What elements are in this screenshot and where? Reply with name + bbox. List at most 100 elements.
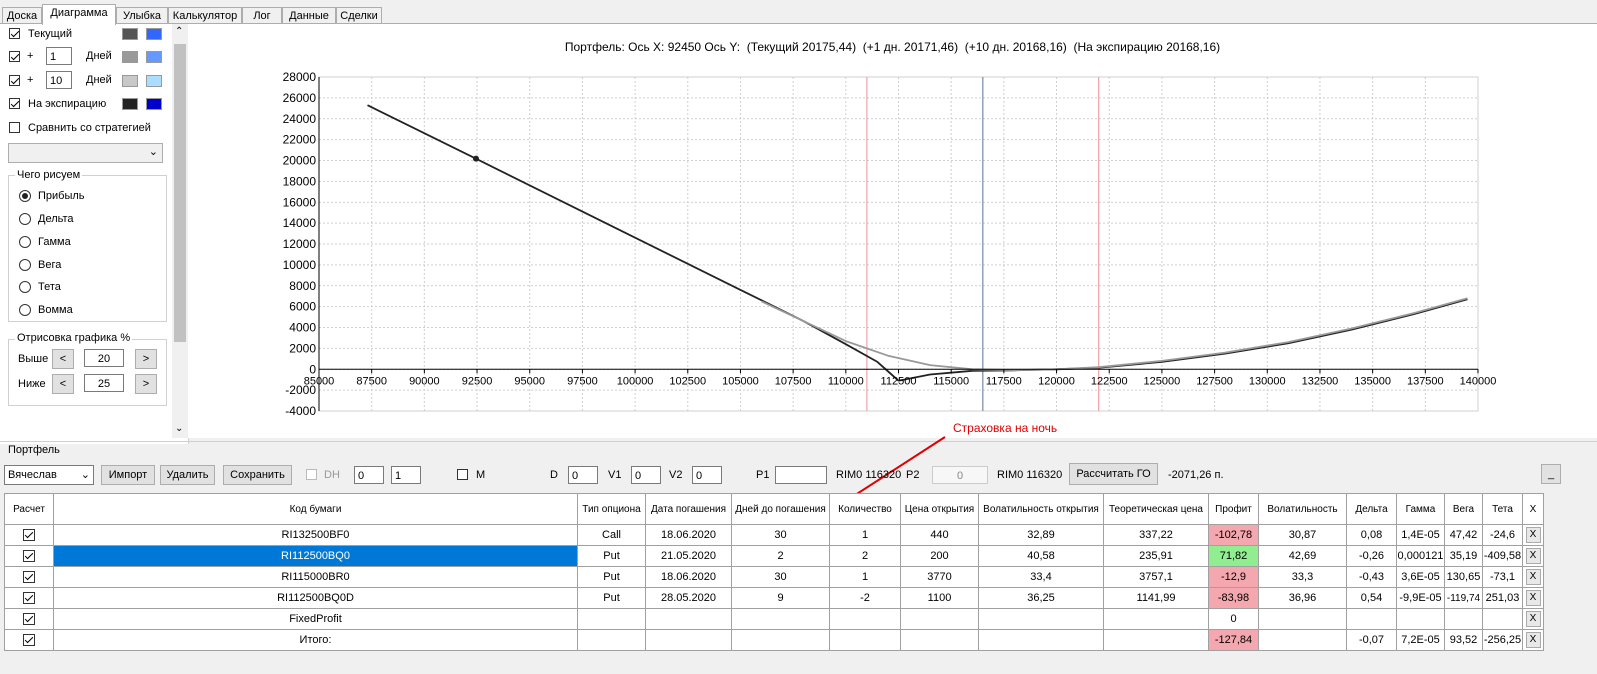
tab-diagram[interactable]: Диаграмма: [42, 4, 116, 25]
tab-deals[interactable]: Сделки: [336, 7, 382, 24]
p1-input[interactable]: [775, 466, 827, 484]
calc-checkbox[interactable]: [23, 529, 35, 542]
remove-row-button[interactable]: X: [1525, 569, 1541, 585]
table-row[interactable]: FixedProfit 0 X: [4, 608, 1544, 630]
calc-checkbox[interactable]: [23, 592, 35, 605]
radio-delta[interactable]: [19, 213, 31, 225]
header-profit[interactable]: Профит: [1208, 493, 1259, 525]
calculate-go-button[interactable]: Рассчитать ГО: [1069, 463, 1158, 485]
day1-color-b[interactable]: [146, 51, 162, 63]
remove-cell[interactable]: X: [1522, 566, 1544, 588]
calc-checkbox-cell[interactable]: [4, 524, 54, 546]
day1-checkbox[interactable]: [9, 51, 20, 62]
above-decrease-button[interactable]: <: [52, 349, 74, 369]
table-row[interactable]: RI132500BF0 Call 18.06.2020 30 1 440 32,89 337,…: [4, 524, 1544, 546]
calc-checkbox-cell[interactable]: [4, 629, 54, 651]
table-row[interactable]: RI112500BQ0D Put 28.05.2020 9 -2 1100 36,25 114…: [4, 587, 1544, 609]
header-calc[interactable]: Расчет: [4, 493, 54, 525]
radio-vomma[interactable]: [19, 304, 31, 316]
remove-cell[interactable]: X: [1522, 608, 1544, 630]
day1-color-a[interactable]: [122, 51, 138, 63]
current-checkbox[interactable]: [9, 28, 20, 39]
strategy-select[interactable]: ⌄: [8, 143, 163, 163]
header-theo-price[interactable]: Теоретическая цена: [1103, 493, 1209, 525]
radio-vega[interactable]: [19, 259, 31, 271]
day1-input[interactable]: 1: [46, 47, 72, 65]
current-color-a[interactable]: [122, 28, 138, 40]
above-increase-button[interactable]: >: [135, 349, 157, 369]
header-qty[interactable]: Количество: [829, 493, 901, 525]
dh-spin-2[interactable]: 1: [391, 466, 421, 484]
v2-input[interactable]: 0: [692, 466, 722, 484]
header-gamma[interactable]: Гамма: [1396, 493, 1445, 525]
day10-input[interactable]: 10: [46, 71, 72, 89]
m-checkbox[interactable]: [457, 469, 468, 480]
table-row[interactable]: RI115000BR0 Put 18.06.2020 30 1 3770 33,4 3757,…: [4, 566, 1544, 588]
tab-smile[interactable]: Улыбка: [116, 7, 168, 24]
remove-row-button[interactable]: X: [1525, 611, 1541, 627]
header-date[interactable]: Дата погашения: [645, 493, 732, 525]
remove-cell[interactable]: X: [1522, 629, 1544, 651]
p2-input[interactable]: 0: [932, 466, 988, 484]
radio-gamma[interactable]: [19, 236, 31, 248]
header-delta[interactable]: Дельта: [1346, 493, 1397, 525]
dh-spin-1[interactable]: 0: [354, 466, 384, 484]
expiry-checkbox[interactable]: [9, 98, 20, 109]
table-row[interactable]: RI112500BQ0 Put 21.05.2020 2 2 200 40,58 235,91…: [4, 545, 1544, 567]
header-theta[interactable]: Тета: [1482, 493, 1523, 525]
current-color-b[interactable]: [146, 28, 162, 40]
header-vol[interactable]: Волатильность: [1258, 493, 1347, 525]
header-days[interactable]: Дней до погашения: [731, 493, 830, 525]
tab-board[interactable]: Доска: [2, 7, 42, 24]
user-select[interactable]: Вячеслав ⌄: [4, 465, 94, 485]
v1-input[interactable]: 0: [631, 466, 661, 484]
radio-profit[interactable]: [19, 190, 31, 202]
remove-cell[interactable]: X: [1522, 587, 1544, 609]
import-button[interactable]: Импорт: [101, 465, 155, 485]
expiry-color-b[interactable]: [146, 98, 162, 110]
calc-checkbox[interactable]: [23, 550, 35, 563]
save-button[interactable]: Сохранить: [223, 465, 292, 485]
header-type[interactable]: Тип опциона: [577, 493, 646, 525]
calc-checkbox[interactable]: [23, 571, 35, 584]
d-input[interactable]: 0: [568, 466, 598, 484]
header-open-vol[interactable]: Волатильность открытия: [978, 493, 1104, 525]
calc-checkbox-cell[interactable]: [4, 545, 54, 567]
below-increase-button[interactable]: >: [135, 374, 157, 394]
remove-cell[interactable]: X: [1522, 545, 1544, 567]
scroll-down-icon[interactable]: ⌄: [175, 423, 184, 434]
calc-checkbox-cell[interactable]: [4, 566, 54, 588]
remove-cell[interactable]: X: [1522, 524, 1544, 546]
header-open-price[interactable]: Цена открытия: [900, 493, 979, 525]
day10-checkbox[interactable]: [9, 75, 20, 86]
tab-calculator[interactable]: Калькулятор: [168, 7, 242, 24]
header-vega[interactable]: Вега: [1444, 493, 1483, 525]
dh-checkbox[interactable]: [306, 469, 317, 480]
compare-checkbox[interactable]: [9, 122, 20, 133]
calc-checkbox[interactable]: [23, 613, 35, 626]
below-input[interactable]: 25: [84, 374, 124, 392]
cell-vol: 36,96: [1258, 587, 1347, 609]
remove-row-button[interactable]: X: [1525, 632, 1541, 648]
delete-button[interactable]: Удалить: [160, 465, 215, 485]
expiry-color-a[interactable]: [122, 98, 138, 110]
remove-row-button[interactable]: X: [1525, 548, 1541, 564]
above-input[interactable]: 20: [84, 349, 124, 367]
table-row[interactable]: Итого: -127,84 -0,07 7,2E-05 93,52 -256,25 X: [4, 629, 1544, 651]
scroll-up-icon[interactable]: ⌃: [175, 26, 184, 37]
remove-row-button[interactable]: X: [1525, 527, 1541, 543]
below-decrease-button[interactable]: <: [52, 374, 74, 394]
calc-checkbox-cell[interactable]: [4, 608, 54, 630]
radio-theta[interactable]: [19, 281, 31, 293]
x-tick-label: 110000: [828, 375, 864, 387]
calc-checkbox-cell[interactable]: [4, 587, 54, 609]
header-code[interactable]: Код бумаги: [53, 493, 578, 525]
minimize-button[interactable]: _: [1541, 464, 1561, 484]
remove-row-button[interactable]: X: [1525, 590, 1541, 606]
calc-checkbox[interactable]: [23, 634, 35, 647]
tab-data[interactable]: Данные: [282, 7, 336, 24]
day10-color-b[interactable]: [146, 75, 162, 87]
day10-color-a[interactable]: [122, 75, 138, 87]
tab-log[interactable]: Лог: [242, 7, 282, 24]
scrollbar-thumb[interactable]: [174, 44, 186, 342]
